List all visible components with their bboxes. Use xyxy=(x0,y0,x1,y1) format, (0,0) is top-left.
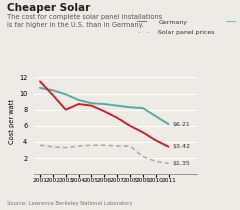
Text: Solar panel prices: Solar panel prices xyxy=(158,30,215,35)
Text: Cheaper Solar: Cheaper Solar xyxy=(7,3,90,13)
Y-axis label: Cost per watt: Cost per watt xyxy=(9,99,15,144)
Text: Source: Lawrence Berkeley National Laboratory: Source: Lawrence Berkeley National Labor… xyxy=(7,201,133,206)
Text: Germany: Germany xyxy=(158,20,187,25)
Text: The cost for complete solar panel installations
is far higher in the U.S. than i: The cost for complete solar panel instal… xyxy=(7,14,162,28)
Text: $3.42: $3.42 xyxy=(172,144,190,149)
Text: $1.35: $1.35 xyxy=(172,161,190,166)
Text: - - -: - - - xyxy=(137,28,160,37)
Text: ——: —— xyxy=(226,18,236,26)
Text: ——: —— xyxy=(137,18,147,26)
Text: $6.21: $6.21 xyxy=(172,122,190,127)
